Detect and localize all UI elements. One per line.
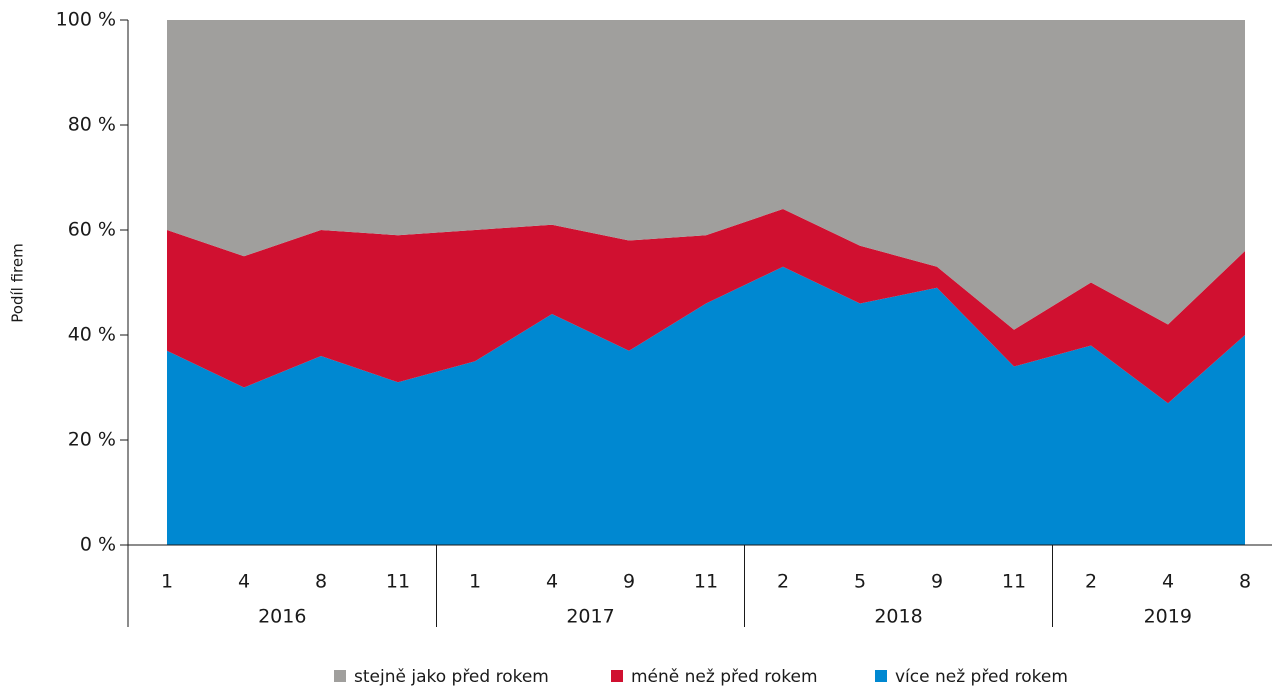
x-tick-label: 2 [1085,571,1097,593]
y-axis-label: Podíl firem [9,243,27,322]
legend-label: stejně jako před rokem [354,667,549,687]
x-tick-label: 11 [386,571,410,593]
y-tick-label: 100 % [56,9,116,31]
x-tick-label: 11 [694,571,718,593]
x-tick-label: 5 [854,571,866,593]
x-tick-label: 1 [161,571,173,593]
legend-swatch [334,670,346,682]
legend-swatch [875,670,887,682]
x-tick-label: 4 [546,571,558,593]
x-tick-label: 11 [1002,571,1026,593]
x-tick-label: 9 [931,571,943,593]
group-label: 2017 [566,606,614,628]
y-tick-label: 60 % [68,219,116,241]
group-label: 2019 [1144,606,1192,628]
group-label: 2016 [258,606,306,628]
x-tick-label: 8 [315,571,327,593]
x-tick-label: 8 [1239,571,1251,593]
legend-label: více než před rokem [895,667,1068,687]
x-tick-label: 4 [238,571,250,593]
area [167,209,1245,404]
x-tick-label: 9 [623,571,635,593]
y-tick-label: 80 % [68,114,116,136]
y-tick-label: 40 % [68,324,116,346]
area [167,20,1245,330]
x-tick-label: 2 [777,571,789,593]
y-tick-label: 20 % [68,429,116,451]
x-tick-label: 4 [1162,571,1174,593]
group-label: 2018 [874,606,922,628]
legend-swatch [611,670,623,682]
legend-label: méně než před rokem [631,667,818,687]
y-tick-label: 0 % [80,534,116,556]
area [167,266,1245,545]
x-tick-label: 1 [469,571,481,593]
